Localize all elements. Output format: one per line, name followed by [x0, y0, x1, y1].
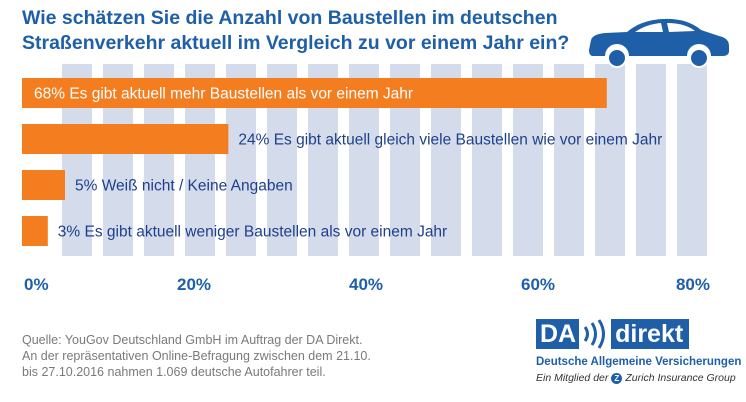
- source-note: Quelle: YouGov Deutschland GmbH im Auftr…: [22, 332, 462, 380]
- logo-brand-da: DA: [536, 319, 580, 349]
- logo-member-suffix: Zurich Insurance Group: [625, 372, 736, 384]
- x-tick-label-3: 60%: [521, 275, 555, 294]
- bar-0: [22, 78, 607, 108]
- chart-title-line-2: Straßenverkehr aktuell im Vergleich zu v…: [22, 32, 570, 54]
- x-tick-label-0: 0%: [24, 275, 49, 294]
- x-axis-ticks: 0% 20% 40% 60% 80%: [24, 275, 710, 294]
- car-icon: [589, 18, 729, 68]
- grid-stripe-15: [677, 64, 707, 256]
- bar-3: [22, 216, 48, 246]
- source-line-2: An der repräsentativen Online-Befragung …: [22, 349, 371, 363]
- da-direkt-logo: DA direkt Deutsche Allgemeine Versicheru…: [536, 314, 742, 396]
- logo-brand-direkt: direkt: [611, 319, 690, 349]
- chart-title: Wie schätzen Sie die Anzahl von Baustell…: [22, 6, 602, 56]
- bar-1: [22, 124, 229, 154]
- x-tick-label-1: 20%: [177, 275, 211, 294]
- zurich-icon: Z: [611, 372, 623, 384]
- chart-title-line-1: Wie schätzen Sie die Anzahl von Baustell…: [22, 7, 558, 29]
- logo-subtitle: Deutsche Allgemeine Versicherungen: [536, 356, 742, 368]
- source-line-3: bis 27.10.2016 nahmen 1.069 deutsche Aut…: [22, 365, 326, 379]
- grid-stripe-14: [636, 64, 666, 256]
- bars: [22, 78, 607, 246]
- bar-label-3: 3% Es gibt aktuell weniger Baustellen al…: [58, 224, 447, 241]
- source-line-1: Quelle: YouGov Deutschland GmbH im Auftr…: [22, 333, 363, 347]
- bar-label-1: 24% Es gibt aktuell gleich viele Baustel…: [238, 132, 662, 149]
- logo-member-prefix: Ein Mitglied der: [536, 372, 609, 384]
- bar-labels: 68% Es gibt aktuell mehr Baustellen als …: [34, 86, 662, 241]
- x-tick-label-2: 40%: [349, 275, 383, 294]
- bar-label-0: 68% Es gibt aktuell mehr Baustellen als …: [34, 86, 413, 103]
- bar-2: [22, 170, 65, 200]
- logo-waves-icon: [583, 319, 606, 349]
- bar-label-2: 5% Weiß nicht / Keine Angaben: [75, 178, 293, 195]
- x-tick-label-4: 80%: [676, 275, 710, 294]
- logo-member-line: Ein Mitglied der Z Zurich Insurance Grou…: [536, 372, 742, 384]
